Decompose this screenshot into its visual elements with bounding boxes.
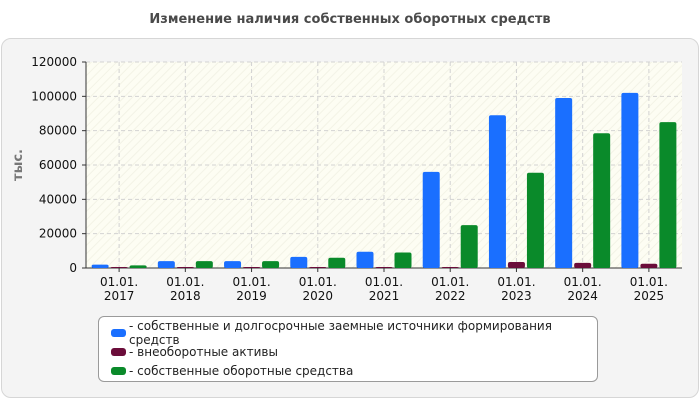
x-tick-label: 2022	[435, 289, 466, 303]
bar	[574, 262, 592, 268]
bar	[659, 122, 677, 268]
bar	[110, 267, 128, 268]
bar	[262, 261, 280, 268]
bar	[441, 267, 459, 268]
bar	[224, 261, 242, 268]
chart-legend: - собственные и долгосрочные заемные ист…	[98, 316, 598, 382]
y-tick-label: 120000	[31, 55, 77, 69]
bar	[328, 257, 346, 268]
x-tick-label: 2020	[303, 289, 334, 303]
y-tick-label: 40000	[39, 192, 77, 206]
bar	[176, 267, 194, 268]
legend-swatch	[111, 347, 126, 356]
bar	[488, 115, 506, 268]
x-tick-label: 01.01.	[497, 275, 535, 289]
x-tick-label: 2023	[501, 289, 532, 303]
x-tick-label: 2025	[634, 289, 665, 303]
legend-item: - собственные и долгосрочные заемные ист…	[111, 319, 597, 347]
x-tick-label: 2018	[170, 289, 201, 303]
x-tick-label: 01.01.	[431, 275, 469, 289]
bar	[195, 261, 213, 268]
y-tick-label: 60000	[39, 158, 77, 172]
legend-swatch	[111, 366, 126, 375]
bar	[243, 267, 261, 268]
bar	[621, 92, 639, 269]
x-tick-label: 01.01.	[232, 275, 270, 289]
legend-label: - внеоборотные активы	[129, 344, 278, 359]
x-tick-label: 01.01.	[365, 275, 403, 289]
legend-label: - собственные и долгосрочные заемные ист…	[129, 318, 552, 347]
x-tick-label: 2019	[236, 289, 267, 303]
x-tick-label: 01.01.	[166, 275, 204, 289]
y-tick-label: 80000	[39, 124, 77, 138]
y-axis-label: тыс.	[11, 149, 26, 181]
x-tick-label: 2021	[369, 289, 400, 303]
bar	[593, 133, 611, 268]
x-tick-label: 01.01.	[630, 275, 668, 289]
legend-label: - собственные оборотные средства	[129, 363, 354, 378]
bar	[526, 172, 544, 268]
legend-item: - внеоборотные активы	[111, 342, 597, 361]
x-tick-label: 01.01.	[564, 275, 602, 289]
chart-title: Изменение наличия собственных оборотных …	[149, 12, 551, 27]
bar	[555, 98, 573, 268]
x-tick-label: 01.01.	[299, 275, 337, 289]
bar	[507, 261, 525, 268]
y-tick-label: 20000	[39, 227, 77, 241]
bar	[394, 252, 412, 268]
bar	[91, 264, 109, 268]
bar	[356, 251, 374, 268]
x-tick-label: 2017	[104, 289, 135, 303]
legend-swatch	[111, 328, 126, 337]
bar	[375, 267, 393, 268]
legend-item: - собственные оборотные средства	[111, 361, 597, 380]
bar	[129, 265, 147, 268]
bar	[290, 256, 308, 268]
bar	[422, 171, 440, 268]
bar	[309, 267, 327, 268]
bar	[640, 263, 658, 268]
bar	[157, 261, 175, 268]
x-tick-label: 2024	[567, 289, 598, 303]
y-tick-label: 0	[69, 261, 77, 275]
y-tick-label: 100000	[31, 89, 77, 103]
bar	[460, 225, 478, 268]
x-tick-label: 01.01.	[100, 275, 138, 289]
